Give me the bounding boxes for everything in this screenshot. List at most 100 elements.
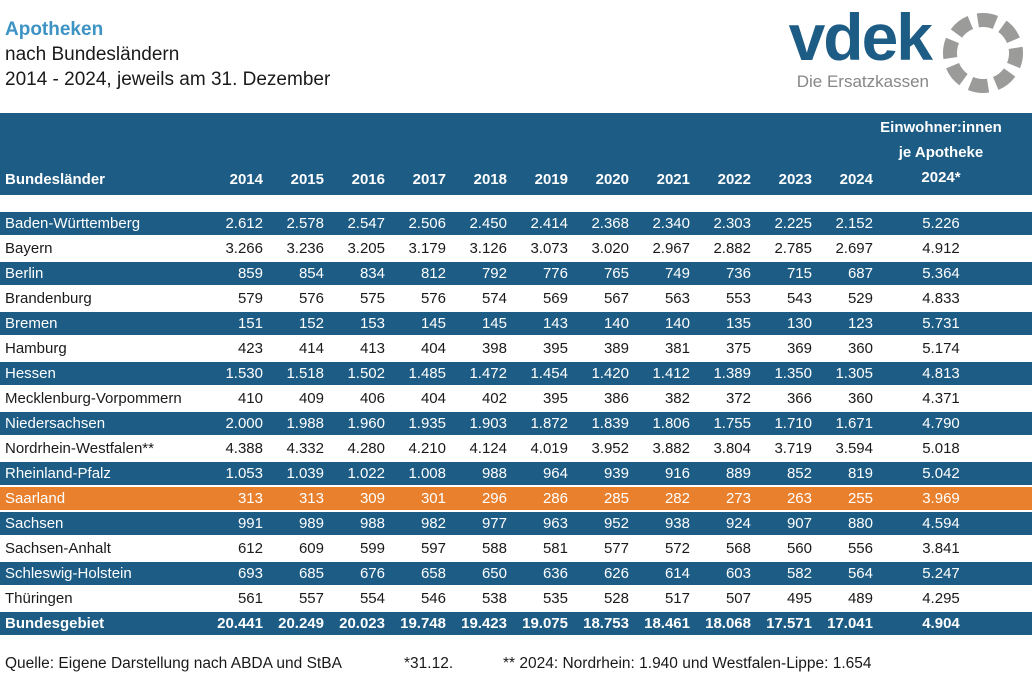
cell-2024: 1.305	[815, 362, 876, 387]
cell-2015: 3.236	[266, 237, 327, 262]
column-header-bundeslaender: Bundesländer	[0, 113, 205, 195]
cell-2015: 152	[266, 312, 327, 337]
cell-2024: 255	[815, 487, 876, 512]
column-header-2021: 2021	[632, 113, 693, 195]
page-subtitle: nach Bundesländern	[5, 44, 180, 65]
cell-2018: 588	[449, 537, 510, 562]
column-header-2020: 2020	[571, 113, 632, 195]
cell-2023: 907	[754, 512, 815, 537]
vdek-logo: vdek Die Ersatzkassen	[789, 4, 1030, 105]
cell-2024: 529	[815, 287, 876, 312]
cell-2017: 2.506	[388, 212, 449, 237]
row-label: Brandenburg	[0, 287, 205, 312]
cell-2014: 1.053	[205, 462, 266, 487]
footnote-date: *31.12.	[404, 655, 454, 672]
cell-2018: 296	[449, 487, 510, 512]
cell-2019: 143	[510, 312, 571, 337]
vdek-logo-text-wrap: vdek Die Ersatzkassen	[789, 4, 933, 92]
cell-2017: 404	[388, 337, 449, 362]
cell-2020: 765	[571, 262, 632, 287]
cell-2023: 543	[754, 287, 815, 312]
cell-2017: 1.485	[388, 362, 449, 387]
cell-2020: 285	[571, 487, 632, 512]
cell-2016: 676	[327, 562, 388, 587]
cell-2022: 2.882	[693, 237, 754, 262]
cell-2017: 19.748	[388, 612, 449, 637]
cell-2019: 569	[510, 287, 571, 312]
cell-2023: 366	[754, 387, 815, 412]
pharmacies-table: Bundesländer 2014 2015 2016 2017 2018 2019 202…	[0, 113, 1032, 637]
cell-2018: 398	[449, 337, 510, 362]
cell-2023: 3.719	[754, 437, 815, 462]
cell-2023: 852	[754, 462, 815, 487]
cell-2016: 413	[327, 337, 388, 362]
cell-2014: 693	[205, 562, 266, 587]
row-label: Sachsen-Anhalt	[0, 537, 205, 562]
cell-2018: 988	[449, 462, 510, 487]
cell-2020: 18.753	[571, 612, 632, 637]
cell-2015: 854	[266, 262, 327, 287]
row-label: Niedersachsen	[0, 412, 205, 437]
cell-2018: 1.472	[449, 362, 510, 387]
cell-einwohner-je-apotheke: 5.731	[876, 312, 1032, 337]
cell-2023: 715	[754, 262, 815, 287]
page-date-range: 2014 - 2024, jeweils am 31. Dezember	[5, 69, 331, 90]
row-label: Hessen	[0, 362, 205, 387]
cell-2020: 952	[571, 512, 632, 537]
cell-2021: 382	[632, 387, 693, 412]
row-label: Schleswig-Holstein	[0, 562, 205, 587]
cell-2018: 1.903	[449, 412, 510, 437]
cell-2021: 749	[632, 262, 693, 287]
cell-2015: 609	[266, 537, 327, 562]
column-header-einwohner-line2: je Apotheke	[898, 144, 984, 161]
table-row: Bayern 3.266 3.236 3.205 3.179 3.126 3.073 3.02…	[0, 237, 1032, 262]
vdek-ring-icon	[936, 6, 1030, 105]
column-header-2024: 2024	[815, 113, 876, 195]
row-label: Bremen	[0, 312, 205, 337]
cell-2021: 563	[632, 287, 693, 312]
column-header-2022: 2022	[693, 113, 754, 195]
cell-2017: 597	[388, 537, 449, 562]
cell-2024: 3.594	[815, 437, 876, 462]
cell-2024: 123	[815, 312, 876, 337]
table-row: Brandenburg 579 576 575 576 574 569 567 563 553 54…	[0, 287, 1032, 312]
table-row: Thüringen 561 557 554 546 538 535 528 517 507 495 4…	[0, 587, 1032, 612]
cell-einwohner-je-apotheke: 5.018	[876, 437, 1032, 462]
cell-2022: 1.389	[693, 362, 754, 387]
cell-2017: 982	[388, 512, 449, 537]
cell-2022: 889	[693, 462, 754, 487]
cell-2017: 1.935	[388, 412, 449, 437]
cell-2016: 554	[327, 587, 388, 612]
cell-einwohner-je-apotheke: 4.904	[876, 612, 1032, 637]
cell-2016: 3.205	[327, 237, 388, 262]
column-header-einwohner-line3: 2024*	[921, 169, 961, 186]
cell-2020: 389	[571, 337, 632, 362]
cell-2021: 2.340	[632, 212, 693, 237]
cell-2015: 2.578	[266, 212, 327, 237]
row-label: Sachsen	[0, 512, 205, 537]
cell-2015: 576	[266, 287, 327, 312]
cell-2024: 17.041	[815, 612, 876, 637]
cell-einwohner-je-apotheke: 3.969	[876, 487, 1032, 512]
cell-2020: 577	[571, 537, 632, 562]
cell-2018: 792	[449, 262, 510, 287]
cell-2019: 1.872	[510, 412, 571, 437]
column-header-2016: 2016	[327, 113, 388, 195]
table-row: Saarland 313 313 309 301 296 286 285 282 273 263 25…	[0, 487, 1032, 512]
cell-einwohner-je-apotheke: 3.841	[876, 537, 1032, 562]
cell-2014: 3.266	[205, 237, 266, 262]
cell-2019: 395	[510, 387, 571, 412]
cell-2016: 1.022	[327, 462, 388, 487]
cell-2023: 130	[754, 312, 815, 337]
table-row: Berlin 859 854 834 812 792 776 765 749 736 715 687 5…	[0, 262, 1032, 287]
cell-2024: 556	[815, 537, 876, 562]
cell-2021: 2.967	[632, 237, 693, 262]
cell-2017: 658	[388, 562, 449, 587]
cell-2024: 2.697	[815, 237, 876, 262]
cell-2021: 282	[632, 487, 693, 512]
cell-2016: 20.023	[327, 612, 388, 637]
cell-2022: 3.804	[693, 437, 754, 462]
cell-2020: 3.020	[571, 237, 632, 262]
cell-2018: 538	[449, 587, 510, 612]
cell-2015: 685	[266, 562, 327, 587]
